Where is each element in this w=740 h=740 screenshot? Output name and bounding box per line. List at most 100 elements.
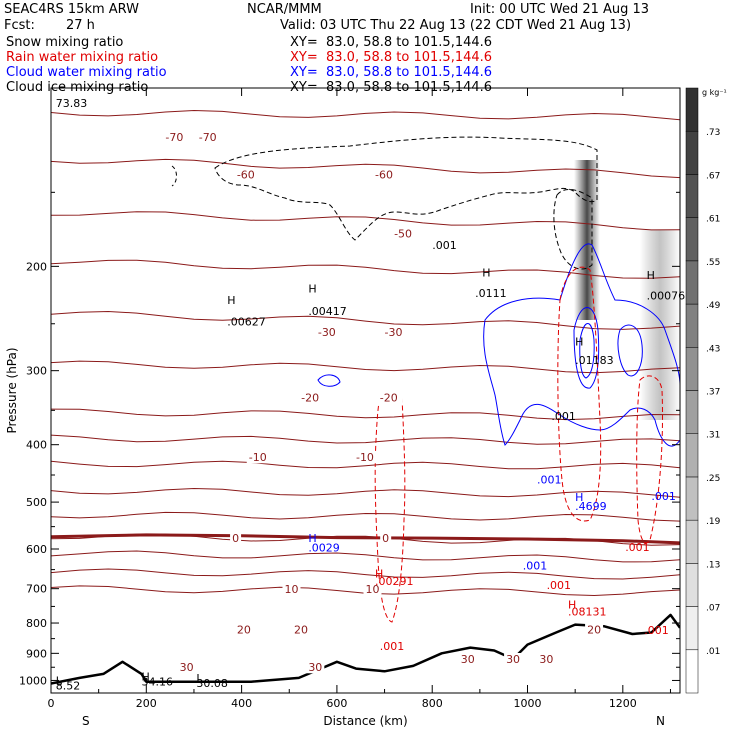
y-tick-label: 800 xyxy=(26,617,47,630)
isotherm-label: -20 xyxy=(301,392,319,405)
colorbar-swatch xyxy=(685,649,699,694)
extremum-label: H xyxy=(482,267,490,280)
colorbar-label: .73 xyxy=(706,128,720,138)
extremum-label: .0111 xyxy=(475,287,507,300)
colorbar-label: .43 xyxy=(706,344,720,354)
field-xy-snow: XY= 83.0, 58.8 to 101.5,144.6 xyxy=(290,35,493,50)
colorbar-label: .55 xyxy=(706,258,720,268)
contour-label: .001 xyxy=(537,474,562,487)
isotherm-line xyxy=(51,211,680,231)
isotherm-label-bg xyxy=(380,532,392,545)
isotherm-line xyxy=(51,511,680,522)
isotherm-label-bg xyxy=(373,168,399,181)
isotherm-label: -70 xyxy=(165,131,183,144)
isotherm-label-bg xyxy=(458,652,477,665)
snow-contour-lower xyxy=(553,188,593,270)
isotherm-label-bg xyxy=(392,227,418,240)
extremum-label: H xyxy=(227,294,235,307)
extremum-label: .08131 xyxy=(568,606,607,619)
contour-label: .001 xyxy=(651,490,676,503)
model-title: SEAC4RS 15km ARW xyxy=(4,2,140,17)
cloud-water-contour-east xyxy=(617,324,643,377)
colorbar-swatch xyxy=(685,174,699,218)
extremum-label: L xyxy=(56,674,63,687)
south-end-label: S xyxy=(82,714,90,728)
extremum-label: 8.52 xyxy=(56,680,81,693)
colorbar-swatch xyxy=(685,303,699,348)
isotherm-line xyxy=(51,408,680,421)
isotherm-label-bg xyxy=(315,325,341,338)
colorbar-swatch xyxy=(685,390,699,434)
isotherm-label: -10 xyxy=(356,451,374,464)
extremum-label: .4699 xyxy=(575,500,607,513)
isotherm-label: -50 xyxy=(394,227,412,240)
extremum-label: 73.83 xyxy=(56,97,88,110)
colorbar-swatch xyxy=(685,563,699,607)
colorbar-swatch xyxy=(685,476,699,521)
colorbar-label: .37 xyxy=(706,388,720,398)
x-tick-label: 1000 xyxy=(514,697,542,710)
field-xy-rain: XY= 83.0, 58.8 to 101.5,144.6 xyxy=(290,50,493,65)
isotherm-label-bg xyxy=(363,583,382,596)
extremum-label: .00627 xyxy=(227,316,266,329)
colorbar-label: .61 xyxy=(706,215,720,225)
colorbar-swatch xyxy=(685,87,699,132)
isotherm-line xyxy=(51,487,680,498)
rain-contour-west xyxy=(374,393,406,623)
extremum-label: H xyxy=(575,491,583,504)
field-name-rain: Rain water mixing ratio xyxy=(6,50,159,65)
isotherm-line xyxy=(51,568,680,580)
contour-label: .001 xyxy=(380,640,405,653)
extremum-label: 34.16 xyxy=(142,676,174,689)
isotherm-label-bg xyxy=(163,131,189,144)
extremum-label: H xyxy=(575,336,583,349)
colorbar-label: .19 xyxy=(706,517,721,527)
isotherm-label: -60 xyxy=(237,169,255,182)
y-tick-label: 700 xyxy=(26,583,47,596)
x-tick-label: 1200 xyxy=(609,697,637,710)
contour-label: .001 xyxy=(547,579,572,592)
y-tick-label: 600 xyxy=(26,543,47,556)
cloud-water-contour-core-inner xyxy=(579,323,595,379)
colorbar-swatch xyxy=(685,130,699,175)
contour-label: .001 xyxy=(551,410,576,423)
plot-frame xyxy=(50,87,681,694)
isotherm-label-bg xyxy=(234,168,260,181)
y-tick-label: 400 xyxy=(26,439,47,452)
extremum-label: L xyxy=(196,672,203,685)
y-tick-label: 900 xyxy=(26,647,47,660)
isotherm-label-bg xyxy=(504,652,523,665)
isotherm-label: 30 xyxy=(308,661,322,674)
colorbar-label: .67 xyxy=(706,171,720,181)
isotherm-label-bg xyxy=(282,583,301,596)
north-end-label: N xyxy=(656,714,665,728)
extremum-label: .00076 xyxy=(647,290,686,303)
x-tick-label: 600 xyxy=(326,697,347,710)
x-tick-label: 800 xyxy=(422,697,443,710)
isotherm-line xyxy=(51,460,680,470)
isotherm-label: 20 xyxy=(237,623,251,636)
colorbar-swatch xyxy=(685,347,699,391)
contour-label: .001 xyxy=(625,541,650,554)
isotherm-label: -60 xyxy=(375,169,393,182)
rain-contour-east xyxy=(636,375,663,544)
x-tick-label: 400 xyxy=(231,697,252,710)
extremum-label: .01183 xyxy=(575,354,614,367)
isotherm-label-bg xyxy=(230,532,242,545)
cloud-water-contour-outer xyxy=(483,243,680,447)
isotherm-label-bg xyxy=(353,451,379,464)
extremum-label: H xyxy=(647,269,655,282)
extremum-label: .0029 xyxy=(308,541,340,554)
isotherm-label-bg xyxy=(299,391,325,404)
isotherm-label: 30 xyxy=(180,661,194,674)
snow-contour-upper xyxy=(214,136,598,241)
terrain-line xyxy=(51,613,680,685)
extremum-label: H xyxy=(568,599,576,612)
isotherm-label-bg xyxy=(537,652,556,665)
colorbar-swatch xyxy=(685,260,699,305)
colorbar-swatch xyxy=(685,519,699,564)
extremum-label: H xyxy=(308,532,316,545)
cloud-water-contour-small xyxy=(317,374,341,387)
colorbar-label: .13 xyxy=(706,560,720,570)
